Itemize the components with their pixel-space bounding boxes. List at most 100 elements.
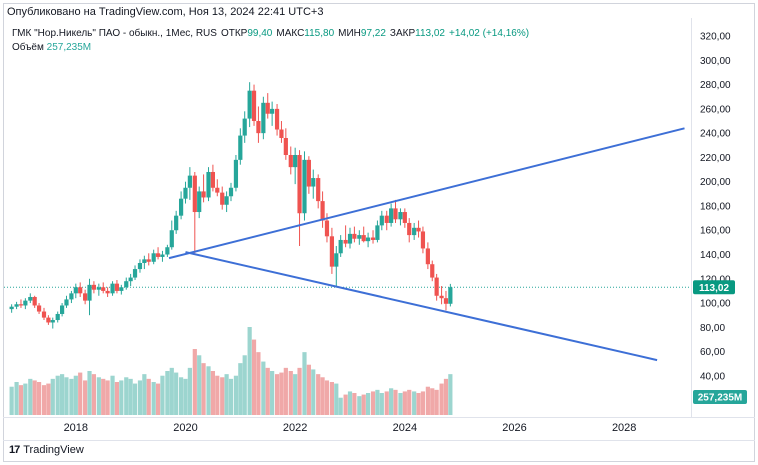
candle-body <box>174 215 179 231</box>
volume-bar <box>91 374 97 415</box>
volume-bar <box>36 382 42 415</box>
candle-body <box>142 259 147 264</box>
price-tick-label: 160,00 <box>700 226 731 237</box>
candle-body <box>343 239 348 244</box>
volume-bar <box>110 375 115 415</box>
volume-legend: Объём 257,235M <box>12 42 91 53</box>
candle-body <box>187 175 192 188</box>
candle-body <box>329 236 335 267</box>
volume-bar <box>352 393 357 415</box>
candle-body <box>420 231 426 249</box>
candle-body <box>425 248 430 265</box>
volume-bar <box>311 369 316 415</box>
candle-body <box>50 320 55 323</box>
volume-tag-label: 257,235M <box>698 393 742 404</box>
candle-body <box>151 253 156 262</box>
candle-body <box>110 283 115 294</box>
candle-body <box>361 235 366 242</box>
candle-body <box>393 208 398 220</box>
candle-body <box>389 208 394 223</box>
candle-body <box>197 191 202 213</box>
candle-body <box>78 287 83 294</box>
candle-body <box>96 287 101 290</box>
volume-bar <box>128 378 133 415</box>
price-tick-label: 260,00 <box>700 104 731 115</box>
candle-body <box>430 264 435 278</box>
candle-body <box>91 284 97 290</box>
candle-body <box>365 237 371 242</box>
candle-body <box>183 187 188 199</box>
candle-body <box>352 233 357 239</box>
price-tick-label: 200,00 <box>700 177 731 188</box>
volume-bar <box>274 374 280 415</box>
candle-body <box>9 306 14 310</box>
price-tick-label: 100,00 <box>700 299 731 310</box>
candle-body <box>119 287 124 291</box>
chart-frame <box>3 3 755 462</box>
candle-body <box>398 212 403 220</box>
change-value: +14,02 (+14,16%) <box>448 28 530 39</box>
volume-bar <box>69 378 74 415</box>
candle-body <box>128 277 133 282</box>
open-label: ОТКР <box>220 28 248 39</box>
volume-bar <box>64 377 69 415</box>
price-tick-label: 240,00 <box>700 129 731 140</box>
volume-bar <box>443 378 449 415</box>
volume-bar <box>288 371 293 415</box>
low-label: МИН <box>338 28 361 39</box>
volume-label[interactable]: Объём <box>12 42 44 53</box>
volume-bar <box>220 377 225 415</box>
candle-body <box>132 269 138 278</box>
candle-body <box>124 281 129 288</box>
candle-body <box>36 305 42 312</box>
time-tick-label: 2020 <box>173 422 197 434</box>
volume-bar <box>23 383 28 415</box>
tradingview-logo-text: TradingView <box>23 444 84 456</box>
volume-bar <box>379 393 384 415</box>
candle-body <box>32 296 37 306</box>
volume-bar <box>375 389 380 415</box>
volume-bar <box>448 374 453 415</box>
candle-body <box>215 187 220 193</box>
last-price-tag <box>693 280 735 295</box>
price-tick-label: 60,00 <box>700 347 725 358</box>
volume-bar <box>87 371 92 415</box>
candle-body <box>265 102 270 114</box>
candle-body <box>311 178 316 187</box>
candle-body <box>178 198 184 216</box>
price-axis-divider <box>691 18 692 417</box>
volume-bar <box>105 380 110 415</box>
candle-body <box>160 254 165 257</box>
high-value: 115,80 <box>304 28 335 39</box>
high-label: МАКС <box>276 28 305 39</box>
volume-bar <box>201 363 206 415</box>
volume-bar <box>73 375 78 415</box>
tradingview-logo[interactable]: 17 TradingView <box>9 444 84 456</box>
footer-divider <box>3 440 755 441</box>
candle-body <box>28 296 33 301</box>
volume-bar <box>101 378 106 415</box>
candle-body <box>320 201 325 221</box>
volume-bar <box>393 389 398 415</box>
volume-bar <box>9 386 14 415</box>
candle-body <box>192 175 197 213</box>
candle-body <box>384 215 389 223</box>
volume-bar <box>174 372 179 415</box>
symbol-name[interactable]: ГМК "Нор.Никель" ПАО - обыкн., 1Мес, RUS <box>12 28 217 39</box>
candle-body <box>210 171 216 188</box>
candle-body <box>55 313 60 321</box>
time-tick-label: 2022 <box>283 422 307 434</box>
volume-bar <box>334 383 339 415</box>
candle-body <box>288 154 293 168</box>
candle-body <box>297 154 302 214</box>
price-tick-label: 220,00 <box>700 153 731 164</box>
volume-bar <box>365 393 371 415</box>
price-tick-label: 180,00 <box>700 201 731 212</box>
candle-body <box>114 283 120 291</box>
close-label: ЗАКР <box>389 28 416 39</box>
volume-bar <box>210 371 216 415</box>
last-price-tag-label: 113,02 <box>699 283 729 294</box>
price-tick-label: 300,00 <box>700 56 731 67</box>
candle-body <box>224 196 229 205</box>
